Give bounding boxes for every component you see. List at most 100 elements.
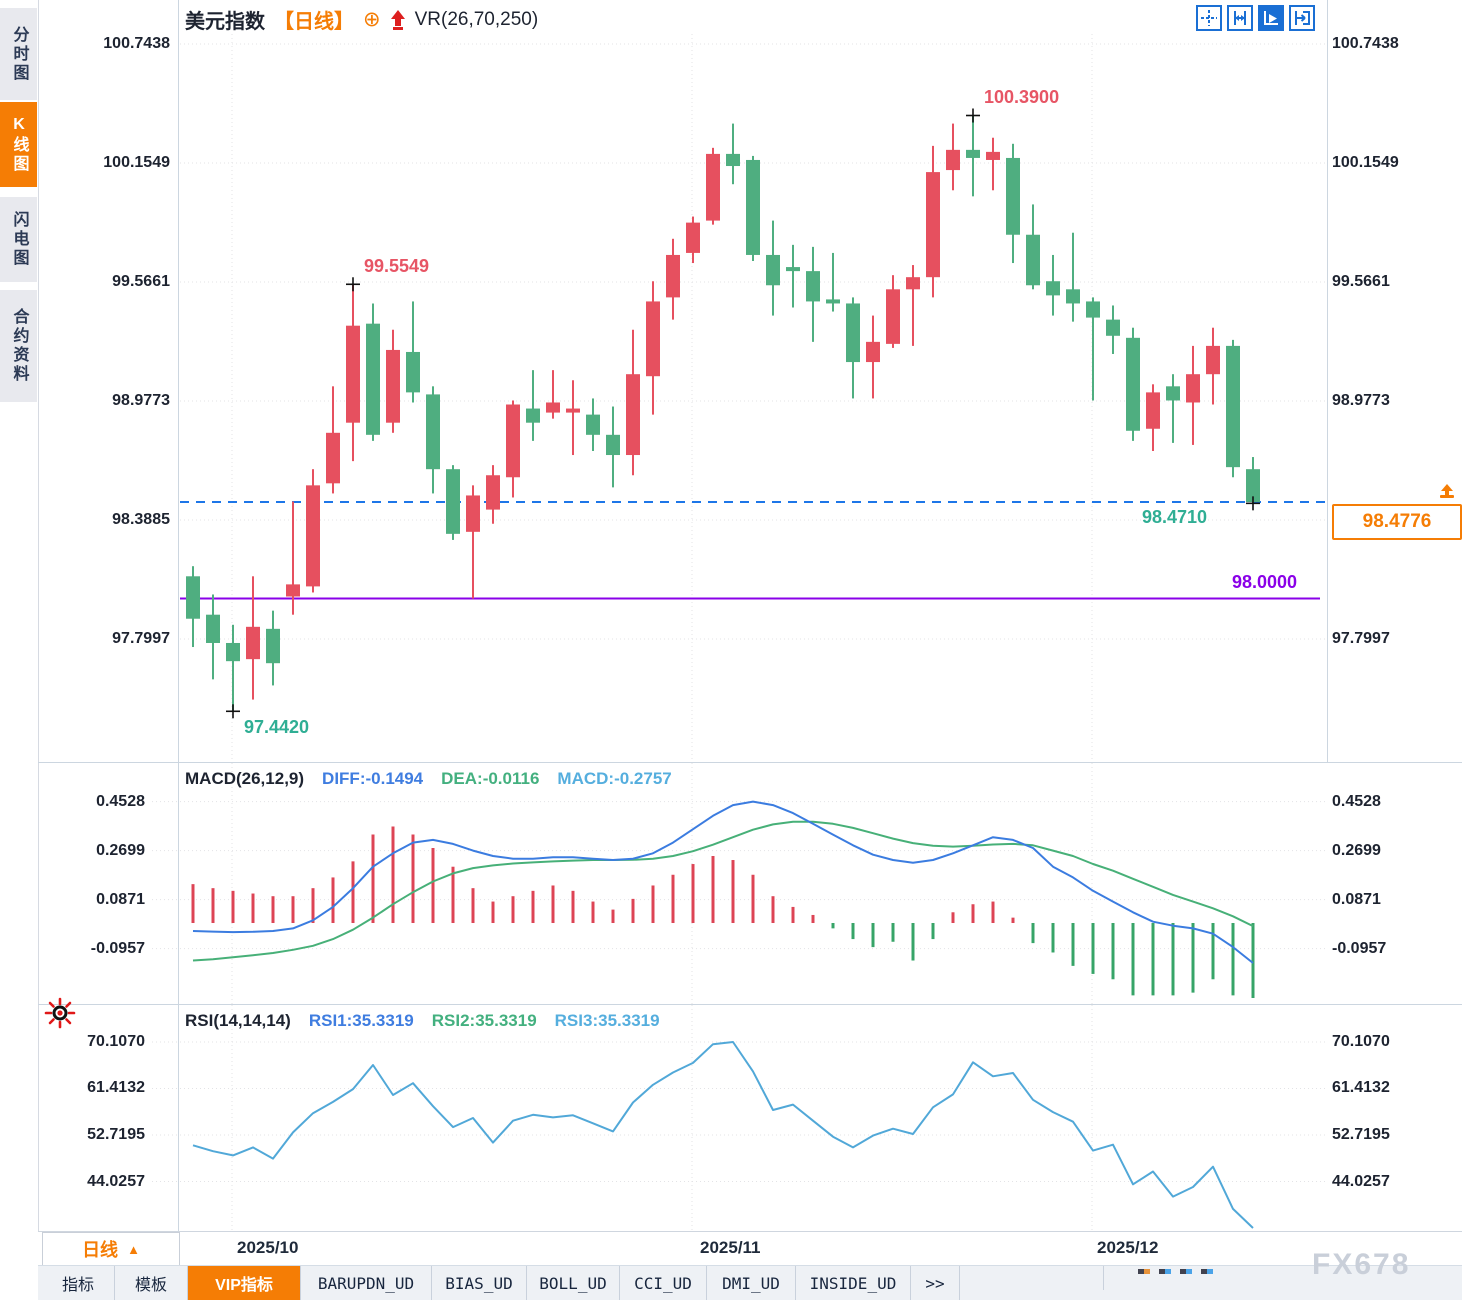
tab-BARUPDN_UD[interactable]: BARUPDN_UD [301,1266,432,1300]
crosshair-icon[interactable] [1196,5,1222,31]
price-axis-tick: 97.7997 [1332,630,1390,647]
mini-ticks [1138,1269,1213,1274]
more-tabs-button[interactable]: >> [911,1266,960,1300]
candle [546,402,560,413]
tabbar-separator [1103,1266,1104,1290]
sidebar-tab-3[interactable]: 闪电图 [0,197,37,282]
indicator-settings-icon[interactable] [44,997,76,1034]
candle [626,374,640,456]
sidebar-tab-2[interactable]: K线图 [0,102,37,187]
rsi-chart[interactable] [0,1005,1462,1231]
rsi-axis-tick: 52.7195 [1332,1126,1390,1143]
tab-INSIDE_UD[interactable]: INSIDE_UD [796,1266,911,1300]
macd-axis-tick: 0.0871 [96,890,145,908]
candlestick-chart[interactable] [0,0,1462,763]
swing-high-annotation: 99.5549 [364,256,430,276]
price-axis-tick: 99.5661 [1332,273,1390,290]
main-axis-line [178,0,179,762]
candle [286,584,300,597]
rsi-axis-tick: 70.1070 [87,1032,145,1050]
tab-BIAS_UD[interactable]: BIAS_UD [432,1266,527,1300]
candle [946,149,960,171]
period-selector-arrow-icon: ▲ [127,1241,140,1257]
candle [386,349,400,423]
macd-axis-tick: 0.0871 [1332,890,1381,908]
rsi-axis-line [178,1005,179,1231]
swing-low-annotation: 97.4420 [244,717,310,737]
candle [1066,289,1080,304]
rsi-axis-tick: 44.0257 [87,1172,145,1190]
candle [806,271,820,302]
candle [1166,386,1180,401]
add-indicator-icon[interactable]: ⊕ [363,7,381,31]
jump-to-latest-icon[interactable] [1289,5,1315,31]
macd-axis-tick: 0.2699 [1332,841,1381,859]
support-level-annotation: 98.0000 [1232,572,1298,592]
price-axis-tick: 100.1549 [1332,154,1399,172]
macd-params: MACD(26,12,9) [185,769,305,788]
price-flag-icon[interactable] [1438,483,1456,506]
macd-axis-tick: -0.0957 [1332,939,1387,957]
candle [606,434,620,456]
candle [1226,345,1240,468]
candle [1086,301,1100,318]
candle [666,254,680,298]
price-axis-tick: 100.7438 [103,35,170,52]
auto-scale-icon[interactable] [1258,5,1284,31]
tab-VIP指标[interactable]: VIP指标 [188,1266,301,1300]
candle [526,408,540,423]
macd-chart[interactable] [0,763,1462,1005]
price-up-arrow-icon [390,9,406,30]
tab-DMI_UD[interactable]: DMI_UD [707,1266,796,1300]
candle [246,626,260,660]
candle [646,301,660,377]
x-axis-label: 2025/10 [237,1238,299,1257]
tab-CCI_UD[interactable]: CCI_UD [620,1266,707,1300]
indicator-tab-bar: 指标 模板 VIP指标 BARUPDN_UD BIAS_UD BOLL_UD CCI_UD D… [38,1265,1462,1300]
x-axis-label: 2025/12 [1097,1238,1159,1257]
candle [306,485,320,587]
price-axis-tick: 98.9773 [112,392,170,409]
panel-separator-2 [38,1004,1462,1005]
candle [726,153,740,167]
last-price-tag: 98.4776 [1332,504,1462,540]
candle [986,151,1000,160]
period-selector[interactable]: 日线 ▲ [42,1232,180,1266]
candle [1186,374,1200,403]
last-low-annotation: 98.4710 [1142,507,1208,527]
overlay-indicator-label: VR(26,70,250) [414,8,539,30]
candle [426,394,440,470]
tab-BOLL_UD[interactable]: BOLL_UD [527,1266,620,1300]
tab-模板[interactable]: 模板 [115,1266,188,1300]
macd-axis-tick: -0.0957 [90,939,145,957]
tab-指标[interactable]: 指标 [42,1266,115,1300]
sidebar-tab-1[interactable]: 分时图 [0,8,37,100]
sidebar-tab-4[interactable]: 合约资料 [0,290,37,402]
axis-range-icon[interactable] [1227,5,1253,31]
candle [1246,469,1260,502]
rsi-axis-tick: 44.0257 [1332,1172,1390,1190]
candle [786,267,800,272]
price-axis-tick: 100.7438 [1332,35,1399,52]
rsi-axis-tick: 52.7195 [87,1126,145,1143]
macd-axis-tick: 0.4528 [1332,792,1381,810]
period-tag[interactable]: 【日线】 [274,11,354,33]
candle [506,404,520,478]
sidebar: 分时图 K线图闪电图合约资料 [0,0,39,1300]
x-axis-label: 2025/11 [700,1238,761,1257]
price-axis-tick: 98.3885 [112,511,170,528]
candle [1206,345,1220,375]
rsi3-value: RSI3:35.3319 [554,1011,660,1030]
chart-title: 美元指数 【日线】 ⊕ VR(26,70,250) [185,5,538,34]
rsi2-value: RSI2:35.3319 [431,1011,537,1030]
rsi-params: RSI(14,14,14) [185,1011,291,1030]
candle [966,149,980,158]
rsi-axis-tick: 70.1070 [1332,1032,1390,1050]
price-axis-tick: 97.7997 [112,630,170,647]
macd-axis-line [178,763,179,1005]
candle [1146,392,1160,429]
candle [746,159,760,255]
candle [826,299,840,304]
candle [866,341,880,363]
